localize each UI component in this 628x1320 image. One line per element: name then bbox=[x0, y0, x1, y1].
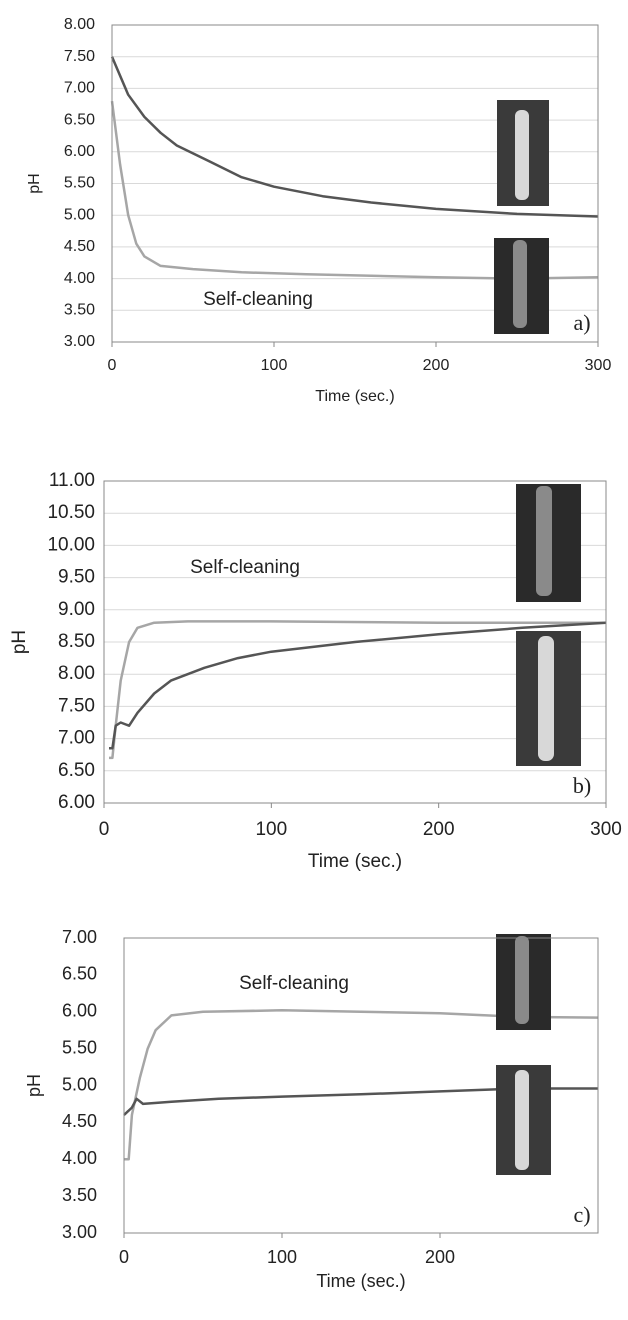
y-tick-label: 10.00 bbox=[47, 534, 95, 555]
y-tick-label: 3.00 bbox=[62, 1222, 97, 1242]
x-axis-label: Time (sec.) bbox=[315, 388, 394, 405]
photo-tube bbox=[538, 636, 554, 761]
y-tick-label: 4.00 bbox=[64, 270, 95, 287]
y-tick-label: 7.00 bbox=[64, 80, 95, 97]
x-tick-label: 0 bbox=[108, 357, 117, 374]
y-tick-label: 8.50 bbox=[58, 631, 95, 652]
y-tick-label: 4.00 bbox=[62, 1148, 97, 1168]
plot-frame bbox=[123, 937, 599, 1234]
y-tick-label: 3.50 bbox=[64, 302, 95, 319]
y-tick-label: 6.50 bbox=[58, 760, 95, 781]
data-line bbox=[110, 100, 599, 280]
y-tick-label: 6.50 bbox=[64, 111, 95, 128]
photo-tube bbox=[515, 110, 529, 200]
y-tick-label: 3.00 bbox=[64, 333, 95, 350]
y-tick-label: 7.50 bbox=[64, 48, 95, 65]
y-tick-label: 7.50 bbox=[58, 695, 95, 716]
y-tick-label: 4.50 bbox=[62, 1111, 97, 1131]
photo-tube bbox=[515, 1070, 529, 1170]
y-tick-label: 5.00 bbox=[62, 1074, 97, 1094]
photo-tube bbox=[513, 240, 527, 328]
y-tick-label: 5.50 bbox=[62, 1037, 97, 1057]
y-tick-label: 5.50 bbox=[64, 175, 95, 192]
x-tick-label: 100 bbox=[267, 1247, 297, 1267]
y-axis-label: pH bbox=[9, 630, 30, 654]
plot-frame bbox=[103, 480, 607, 804]
x-tick-label: 300 bbox=[590, 819, 622, 840]
y-tick-label: 6.00 bbox=[62, 1001, 97, 1021]
y-tick-label: 7.00 bbox=[58, 728, 95, 749]
y-tick-label: 9.00 bbox=[58, 599, 95, 620]
y-tick-label: 10.50 bbox=[47, 502, 95, 523]
annotation: Self-cleaning bbox=[203, 289, 313, 310]
y-axis-label: pH bbox=[26, 173, 43, 193]
y-tick-label: 6.50 bbox=[62, 964, 97, 984]
photo-tube bbox=[536, 486, 552, 596]
y-tick-label: 5.00 bbox=[64, 206, 95, 223]
x-axis-label: Time (sec.) bbox=[316, 1271, 405, 1291]
x-tick-label: 100 bbox=[255, 819, 287, 840]
photo-insets bbox=[494, 100, 581, 1175]
x-tick-label: 0 bbox=[99, 819, 110, 840]
y-tick-label: 7.00 bbox=[62, 927, 97, 947]
y-tick-label: 6.00 bbox=[64, 143, 95, 160]
x-tick-label: 100 bbox=[261, 357, 288, 374]
panel-label: b) bbox=[573, 773, 591, 798]
y-tick-label: 4.50 bbox=[64, 238, 95, 255]
annotation: Self-cleaning bbox=[239, 973, 349, 994]
data-line bbox=[123, 1087, 598, 1116]
data-line bbox=[109, 621, 607, 750]
photo-tube bbox=[515, 936, 529, 1024]
x-tick-label: 200 bbox=[425, 1247, 455, 1267]
x-axis-label: Time (sec.) bbox=[308, 851, 402, 872]
data-line bbox=[124, 1009, 599, 1161]
annotation: Self-cleaning bbox=[190, 557, 300, 578]
x-tick-label: 200 bbox=[423, 819, 455, 840]
data-line bbox=[110, 56, 599, 218]
y-tick-label: 9.50 bbox=[58, 567, 95, 588]
y-tick-label: 8.00 bbox=[58, 663, 95, 684]
panel-label: a) bbox=[573, 310, 590, 335]
x-tick-label: 300 bbox=[585, 357, 612, 374]
y-tick-label: 8.00 bbox=[64, 16, 95, 33]
y-tick-label: 3.50 bbox=[62, 1185, 97, 1205]
plot-frame bbox=[111, 24, 599, 343]
x-tick-label: 0 bbox=[119, 1247, 129, 1267]
x-tick-label: 200 bbox=[423, 357, 450, 374]
y-tick-label: 11.00 bbox=[49, 470, 95, 491]
y-tick-label: 6.00 bbox=[58, 792, 95, 813]
y-axis-label: pH bbox=[24, 1074, 44, 1097]
panel-label: c) bbox=[573, 1202, 590, 1227]
